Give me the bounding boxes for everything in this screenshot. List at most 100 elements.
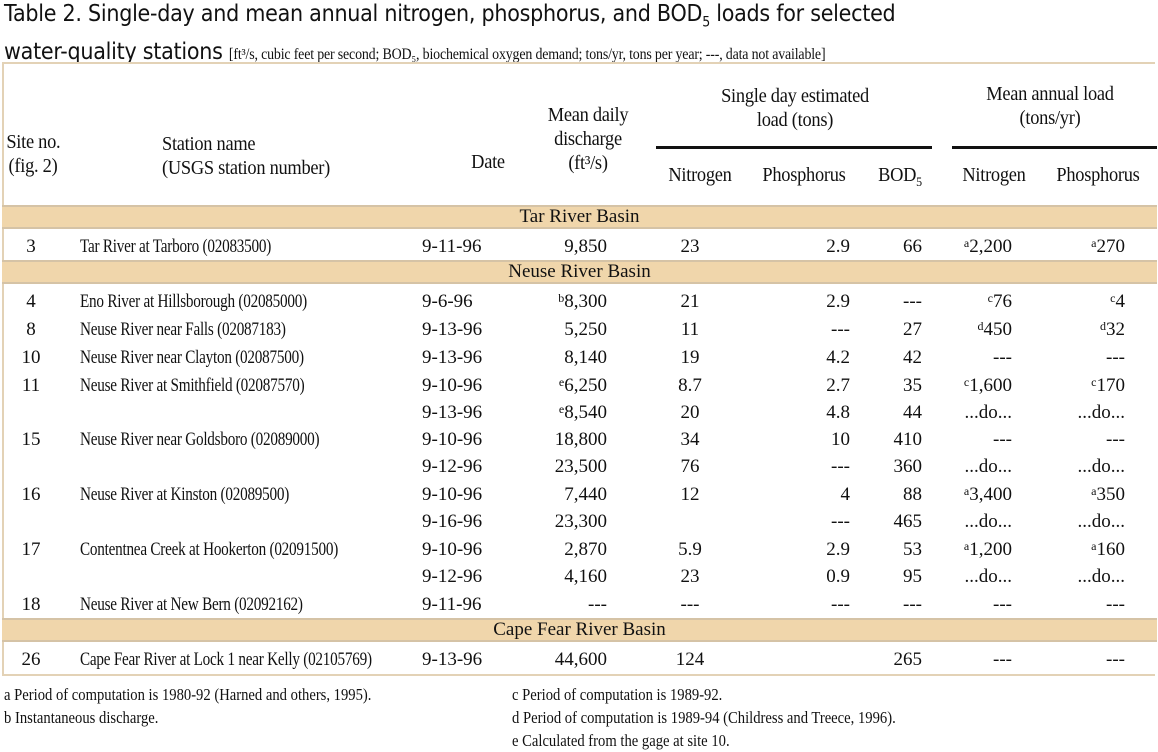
cell-value: 450: [983, 319, 1013, 340]
cell-phosphorus: 2.9: [826, 236, 850, 257]
footnote-marker: e: [558, 402, 565, 416]
cell-date: 9-12-96: [422, 566, 483, 587]
cell-phosphorus: 4.8: [826, 402, 850, 423]
cell-value: 2,200: [969, 236, 1012, 257]
cell-mean-p: a350: [1040, 484, 1125, 506]
cell-mean-n: a1,200: [940, 539, 1012, 561]
cell-bod: 27: [903, 319, 922, 340]
cell-mean-n: ...do...: [940, 402, 1013, 424]
title-line2: water-quality stations: [4, 38, 223, 65]
cell-value: ...do...: [964, 511, 1013, 532]
cell-value: 76: [993, 291, 1012, 312]
cell-value: 350: [1096, 484, 1126, 505]
cell-value: ---: [1106, 429, 1125, 450]
cell-value: ...do...: [964, 456, 1013, 477]
mean-annual-rule: [952, 146, 1157, 149]
cell-bod: 410: [893, 429, 923, 450]
cell-date: 9-13-96: [422, 649, 483, 670]
header-bod-label: BOD: [878, 164, 917, 186]
header-mean-annual-line1: Mean annual load: [986, 83, 1114, 105]
cell-bod: ---: [903, 291, 922, 312]
cell-date: 9-10-96: [422, 484, 483, 505]
cell-phosphorus: 0.9: [826, 566, 850, 587]
footnote-marker: b: [558, 291, 565, 305]
basin-band: Cape Fear River Basin: [2, 618, 1157, 642]
cell-nitrogen: 5.9: [678, 539, 702, 560]
cell-value: 7,440: [564, 484, 607, 505]
footnote-b: b Instantaneous discharge.: [4, 708, 159, 727]
header-single-day-line1: Single day estimated: [721, 85, 869, 107]
cell-station: Cape Fear River at Lock 1 near Kelly (02…: [80, 649, 372, 670]
footnote-marker: a: [963, 236, 970, 250]
cell-mean-p: ---: [1040, 429, 1125, 451]
cell-value: 170: [1096, 375, 1126, 396]
cell-discharge: ---: [520, 594, 607, 616]
cell-value: 32: [1106, 319, 1125, 340]
cell-discharge: e8,540: [520, 402, 607, 424]
cell-value: ---: [1106, 649, 1125, 670]
title-note: [ft³/s, cubic feet per second; BOD₅, bio…: [228, 45, 826, 63]
cell-bod: ---: [903, 594, 922, 615]
cell-station: Tar River at Tarboro (02083500): [80, 236, 272, 257]
cell-date: 9-10-96: [422, 429, 483, 450]
cell-discharge: 7,440: [520, 484, 607, 506]
cell-value: 23,500: [554, 456, 607, 477]
cell-mean-p: a160: [1040, 539, 1125, 561]
cell-value: ...do...: [964, 566, 1013, 587]
cell-site: 3: [26, 236, 36, 257]
cell-date: 9-11-96: [422, 236, 482, 257]
footnote-marker: d: [1100, 319, 1106, 333]
cell-nitrogen: 23: [680, 566, 700, 587]
header-single-day: Single day estimated load (tons): [671, 84, 919, 132]
cell-station: Neuse River at New Bern (02092162): [80, 594, 303, 615]
cell-nitrogen: 23: [680, 236, 700, 257]
cell-mean-n: ---: [940, 347, 1012, 369]
cell-date: 9-10-96: [422, 375, 483, 396]
cell-value: ...do...: [1077, 456, 1126, 477]
cell-date: 9-13-96: [422, 402, 483, 423]
footnote-c: c Period of computation is 1989-92.: [512, 685, 723, 704]
cell-mean-p: c170: [1040, 375, 1125, 397]
cell-value: ---: [993, 347, 1012, 368]
cell-mean-p: ...do...: [1040, 566, 1126, 588]
cell-mean-p: ---: [1040, 594, 1125, 616]
cell-value: ---: [993, 594, 1012, 615]
cell-nitrogen: 21: [680, 291, 700, 312]
cell-value: ...do...: [1077, 402, 1126, 423]
cell-value: 270: [1096, 236, 1126, 257]
cell-phosphorus: 2.7: [826, 375, 850, 396]
cell-value: 8,140: [564, 347, 607, 368]
footnote-marker: a: [1091, 236, 1097, 250]
cell-bod: 360: [893, 456, 923, 477]
cell-value: ...do...: [964, 402, 1013, 423]
cell-bod: 88: [903, 484, 922, 505]
cell-mean-n: ...do...: [940, 511, 1013, 533]
cell-bod: 42: [903, 347, 922, 368]
cell-bod: 95: [903, 566, 922, 587]
cell-value: ...do...: [1077, 511, 1126, 532]
cell-mean-p: c4: [1040, 291, 1125, 313]
header-date: Date: [471, 151, 505, 173]
cell-bod: 465: [893, 511, 923, 532]
cell-discharge: b8,300: [520, 291, 607, 313]
footnote-marker: a: [1091, 539, 1097, 553]
cell-mean-n: ---: [940, 594, 1012, 616]
cell-mean-n: ---: [940, 649, 1012, 671]
cell-discharge: e6,250: [520, 375, 607, 397]
cell-phosphorus: 4.2: [826, 347, 850, 368]
cell-value: 8,300: [564, 291, 607, 312]
cell-site: 10: [21, 347, 41, 368]
cell-nitrogen: 20: [680, 402, 700, 423]
cell-station: Neuse River at Smithfield (02087570): [80, 375, 305, 396]
cell-date: 9-10-96: [422, 539, 483, 560]
cell-value: 4,160: [564, 566, 607, 587]
header-mean-annual-line2: (tons/yr): [1019, 107, 1081, 129]
header-station-line2: (USGS station number): [162, 157, 330, 179]
cell-value: 5,250: [564, 319, 607, 340]
header-mean-nitrogen: Nitrogen: [962, 164, 1026, 186]
cell-value: 6,250: [564, 375, 607, 396]
cell-value: 9,850: [564, 236, 607, 257]
header-discharge-line1: Mean daily: [547, 104, 629, 126]
cell-bod: 35: [903, 375, 922, 396]
cell-station: Neuse River near Falls (02087183): [80, 319, 286, 340]
